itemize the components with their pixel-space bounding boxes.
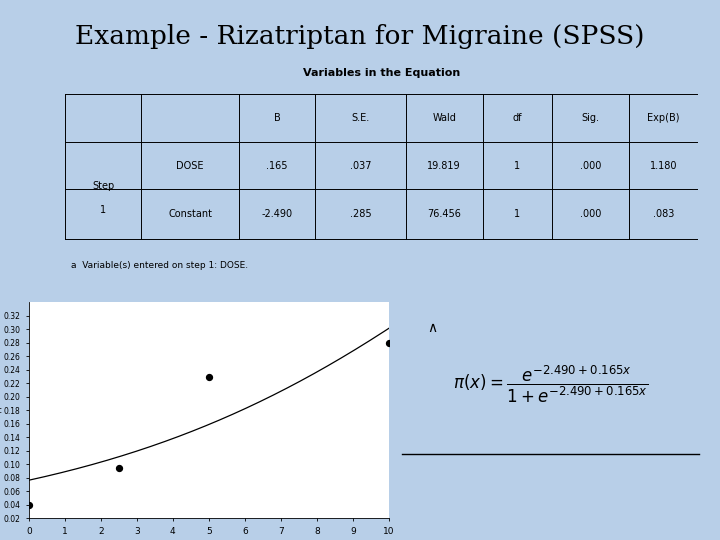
Text: 1: 1	[100, 205, 106, 214]
Text: .285: .285	[350, 210, 372, 219]
Text: .083: .083	[653, 210, 674, 219]
Text: Variables in the Equation: Variables in the Equation	[303, 68, 460, 78]
Text: Constant: Constant	[168, 210, 212, 219]
Text: 1.180: 1.180	[650, 161, 678, 171]
Text: Wald: Wald	[432, 113, 456, 123]
Text: 19.819: 19.819	[428, 161, 461, 171]
Text: 1: 1	[514, 210, 521, 219]
Text: Step: Step	[92, 181, 114, 191]
Y-axis label: phat_fit: phat_fit	[0, 406, 2, 415]
Text: $\wedge$: $\wedge$	[427, 321, 437, 335]
Text: .037: .037	[350, 161, 372, 171]
Text: S.E.: S.E.	[351, 113, 370, 123]
Text: Example - Rizatriptan for Migraine (SPSS): Example - Rizatriptan for Migraine (SPSS…	[76, 24, 644, 49]
Text: -2.490: -2.490	[261, 210, 293, 219]
Text: $\pi(x) = \dfrac{e^{-2.490+0.165x}}{1+e^{-2.490+0.165x}}$: $\pi(x) = \dfrac{e^{-2.490+0.165x}}{1+e^…	[453, 364, 649, 405]
Text: Sig.: Sig.	[582, 113, 600, 123]
Text: .000: .000	[580, 161, 601, 171]
Text: DOSE: DOSE	[176, 161, 204, 171]
Text: .000: .000	[580, 210, 601, 219]
Point	[113, 463, 125, 472]
Text: .165: .165	[266, 161, 288, 171]
Text: B: B	[274, 113, 281, 123]
Point	[23, 501, 35, 509]
Text: a  Variable(s) entered on step 1: DOSE.: a Variable(s) entered on step 1: DOSE.	[71, 261, 248, 269]
Point	[203, 373, 215, 381]
Text: 76.456: 76.456	[428, 210, 462, 219]
Point	[383, 339, 395, 347]
Text: 1: 1	[514, 161, 521, 171]
Text: Exp(B): Exp(B)	[647, 113, 680, 123]
Text: df: df	[513, 113, 522, 123]
